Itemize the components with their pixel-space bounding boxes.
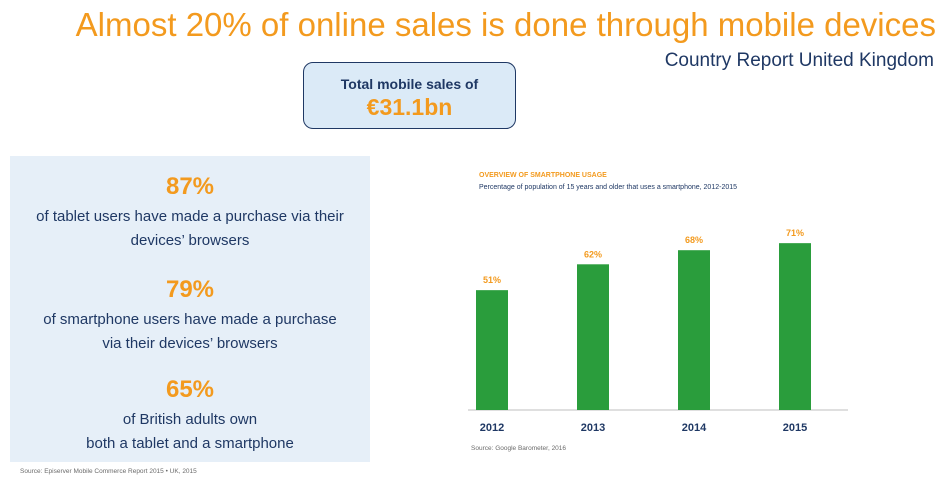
x-tick-label-2013: 2013 [581, 422, 605, 434]
stat-smartphone-purchase: 79% of smartphone users have made a purc… [10, 276, 370, 356]
stat-description-line: both a tablet and a smartphone [86, 435, 294, 452]
stat-description: of smartphone users have made a purchase… [10, 308, 370, 356]
stat-description-line: of British adults own [122, 411, 258, 428]
source-note: Source: Episerver Mobile Commerce Report… [20, 468, 197, 475]
x-tick-label-2014: 2014 [682, 422, 707, 434]
bar-2012 [476, 290, 508, 410]
x-tick-label-2012: 2012 [480, 422, 504, 434]
x-tick-label-2015: 2015 [783, 422, 807, 434]
stat-description-line: of smartphone users have made a purchase [43, 311, 337, 328]
stat-description-line: devices’ browsers [130, 232, 250, 249]
data-label-2015: 71% [786, 228, 804, 238]
mobile-sales-kpi-box: Total mobile sales of €31.1bn [303, 62, 516, 129]
stat-value: 87% [165, 173, 215, 200]
data-label-2014: 68% [685, 235, 703, 245]
stat-dual-device-owners: 65% of British adults own both a tablet … [10, 376, 370, 456]
stat-value: 65% [165, 376, 215, 403]
kpi-label: Total mobile sales of [340, 76, 479, 92]
data-label-2012: 51% [483, 275, 501, 285]
bar-2014 [678, 250, 710, 410]
chart-subtitle: Percentage of population of 15 years and… [479, 184, 738, 191]
stat-description-line: via their devices’ browsers [102, 335, 278, 352]
bar-2013 [577, 264, 609, 410]
page-subtitle: Country Report United Kingdom [664, 50, 934, 71]
stat-tablet-purchase: 87% of tablet users have made a purchase… [10, 173, 370, 253]
kpi-value: €31.1bn [366, 94, 453, 120]
stat-description: of British adults own both a tablet and … [10, 408, 370, 456]
stat-description: of tablet users have made a purchase via… [10, 205, 370, 253]
stat-value: 79% [165, 276, 215, 303]
chart-source-note: Source: Google Barometer, 2016 [471, 445, 567, 452]
stat-description-line: of tablet users have made a purchase via… [36, 208, 344, 225]
page-title: Almost 20% of online sales is done throu… [75, 6, 936, 43]
stats-panel: 87% of tablet users have made a purchase… [10, 156, 370, 462]
chart-title: OVERVIEW OF SMARTPHONE USAGE [479, 172, 607, 179]
data-label-2013: 62% [584, 249, 602, 259]
bar-2015 [779, 243, 811, 410]
